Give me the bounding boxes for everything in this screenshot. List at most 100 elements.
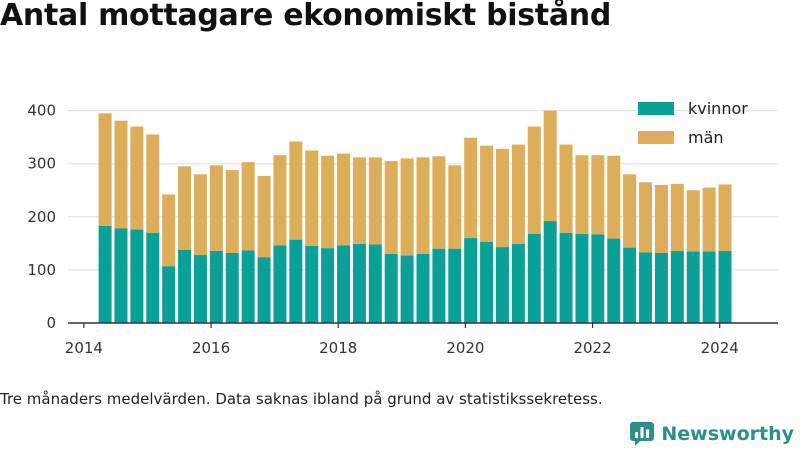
bar-män: [575, 155, 589, 234]
bar-kvinnor: [686, 251, 700, 323]
bar-män: [130, 126, 144, 230]
bar-män: [686, 190, 700, 252]
bar-kvinnor: [162, 266, 176, 323]
bar-män: [464, 137, 478, 239]
bar-män: [225, 170, 239, 253]
legend-swatch-män: [638, 131, 674, 144]
bar-män: [289, 141, 303, 240]
bar-kvinnor: [146, 232, 160, 323]
bar-män: [257, 175, 271, 258]
bar-män: [241, 162, 255, 251]
bar-kvinnor: [273, 245, 287, 323]
legend-label-män: män: [688, 128, 724, 147]
bar-kvinnor: [527, 233, 541, 323]
bar-män: [400, 158, 414, 256]
bar-kvinnor: [114, 228, 128, 323]
bar-kvinnor: [591, 234, 605, 323]
bar-män: [511, 144, 525, 244]
bar-män: [273, 155, 287, 246]
bar-kvinnor: [559, 232, 573, 323]
bar-män: [480, 145, 494, 242]
bar-kvinnor: [400, 255, 414, 323]
bar-kvinnor: [575, 233, 589, 323]
bar-kvinnor: [432, 248, 446, 323]
bar-män: [321, 155, 335, 249]
bar-kvinnor: [448, 248, 462, 323]
x-tick-label: 2024: [701, 339, 739, 357]
legend-label-kvinnor: kvinnor: [688, 99, 748, 118]
bar-män: [305, 150, 319, 247]
bar-kvinnor: [321, 248, 335, 323]
bar-kvinnor: [368, 244, 382, 323]
y-tick-label: 300: [27, 155, 56, 173]
bar-kvinnor: [607, 238, 621, 323]
bar-män: [448, 165, 462, 249]
bar-kvinnor: [289, 239, 303, 323]
newsworthy-logo-icon: [630, 422, 655, 446]
bar-kvinnor: [337, 245, 351, 323]
brand-name: Newsworthy: [661, 423, 794, 445]
bar-män: [178, 166, 192, 250]
bar-män: [337, 153, 351, 246]
bar-kvinnor: [241, 250, 255, 323]
bar-kvinnor: [718, 250, 732, 323]
bar-kvinnor: [225, 252, 239, 323]
bar-kvinnor: [384, 253, 398, 323]
x-tick-label: 2016: [192, 339, 230, 357]
bar-kvinnor: [464, 238, 478, 323]
y-tick-label: 400: [27, 102, 56, 120]
bar-män: [654, 184, 668, 253]
bar-män: [368, 157, 382, 245]
bar-män: [146, 134, 160, 233]
bar-kvinnor: [639, 252, 653, 323]
x-tick-label: 2022: [573, 339, 611, 357]
stacked-bar-chart: 0 100 200 300 400 2014 2016 2018 2020 2022 2024 kv…: [27, 99, 778, 357]
bar-kvinnor: [480, 241, 494, 323]
bar-män: [559, 144, 573, 233]
bar-män: [607, 155, 621, 239]
bar-kvinnor: [702, 251, 716, 323]
bar-män: [495, 148, 509, 248]
bar-kvinnor: [209, 250, 223, 323]
x-tick-label: 2020: [446, 339, 484, 357]
bar-kvinnor: [495, 247, 509, 323]
x-tick-label: 2014: [65, 339, 103, 357]
bar-kvinnor: [511, 243, 525, 323]
bar-kvinnor: [416, 253, 430, 323]
bar-kvinnor: [623, 247, 637, 323]
bar-män: [162, 194, 176, 267]
bar-män: [543, 110, 557, 222]
bar-kvinnor: [352, 243, 366, 323]
bar-kvinnor: [670, 250, 684, 323]
brand: Newsworthy: [629, 420, 794, 448]
y-tick-label: 100: [27, 261, 56, 279]
legend: kvinnor män: [638, 99, 748, 147]
bar-män: [639, 182, 653, 253]
bar-män: [591, 155, 605, 235]
bar-män: [384, 161, 398, 254]
bar-kvinnor: [130, 229, 144, 323]
bars: [98, 110, 732, 323]
bar-kvinnor: [257, 257, 271, 323]
bar-kvinnor: [98, 225, 112, 323]
bar-kvinnor: [654, 252, 668, 323]
bar-män: [416, 157, 430, 254]
bar-män: [702, 187, 716, 252]
bar-män: [193, 174, 207, 256]
x-tick-label: 2018: [319, 339, 357, 357]
bar-kvinnor: [305, 246, 319, 323]
y-tick-label: 0: [46, 314, 56, 332]
bar-män: [670, 183, 684, 251]
bar-män: [527, 126, 541, 234]
y-tick-label: 200: [27, 208, 56, 226]
bar-män: [352, 157, 366, 244]
bar-män: [114, 120, 128, 229]
axes: 0 100 200 300 400 2014 2016 2018 2020 2022 2024: [27, 102, 778, 357]
bar-män: [718, 184, 732, 251]
chart-title: Antal mottagare ekonomiskt bistånd: [0, 0, 612, 33]
bar-män: [209, 165, 223, 251]
bar-kvinnor: [543, 221, 557, 323]
bar-män: [432, 156, 446, 249]
bar-män: [623, 174, 637, 248]
bar-kvinnor: [178, 249, 192, 323]
